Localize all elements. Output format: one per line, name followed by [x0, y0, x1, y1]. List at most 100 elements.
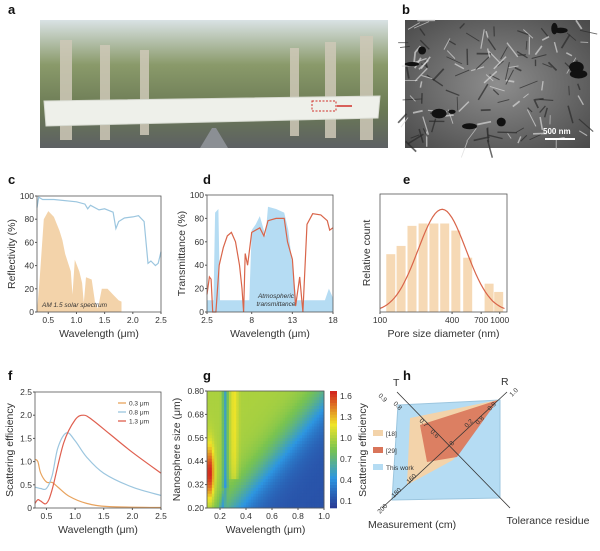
- heatmap-cell: [212, 499, 215, 502]
- heatmap-cell: [278, 414, 281, 417]
- heatmap-cell: [224, 397, 227, 400]
- heatmap-cell: [275, 429, 278, 432]
- heatmap-cell: [229, 400, 232, 403]
- heatmap-cell: [234, 464, 237, 467]
- heatmap-cell: [283, 394, 286, 397]
- heatmap-cell: [224, 438, 227, 441]
- heatmap-cell: [300, 406, 303, 409]
- heatmap-cell: [314, 400, 317, 403]
- heatmap-cell: [244, 447, 247, 450]
- heatmap-cell: [231, 455, 234, 458]
- heatmap-cell: [244, 473, 247, 476]
- heatmap-cell: [241, 435, 244, 438]
- colorbar-step: [330, 499, 337, 502]
- heatmap-cell: [217, 496, 220, 499]
- heatmap-cell: [266, 496, 269, 499]
- heatmap-cell: [319, 417, 322, 420]
- heatmap-cell: [241, 482, 244, 485]
- heatmap-cell: [227, 414, 230, 417]
- heatmap-cell: [222, 397, 225, 400]
- heatmap-cell: [270, 496, 273, 499]
- heatmap-cell: [219, 411, 222, 414]
- heatmap-cell: [209, 452, 212, 455]
- heatmap-cell: [314, 496, 317, 499]
- heatmap-cell: [309, 426, 312, 429]
- heatmap-cell: [239, 447, 242, 450]
- heatmap-cell: [280, 432, 283, 435]
- heatmap-cell: [302, 394, 305, 397]
- heatmap-cell: [217, 502, 220, 505]
- heatmap-cell: [278, 502, 281, 505]
- heatmap-cell: [270, 409, 273, 412]
- heatmap-cell: [297, 467, 300, 470]
- heatmap-cell: [239, 391, 242, 394]
- heatmap-cell: [305, 490, 308, 493]
- heatmap-cell: [258, 441, 261, 444]
- heatmap-cell: [229, 417, 232, 420]
- heatmap-cell: [261, 435, 264, 438]
- heatmap-cell: [209, 441, 212, 444]
- heatmap-cell: [287, 432, 290, 435]
- heatmap-cell: [266, 444, 269, 447]
- heatmap-cell: [319, 400, 322, 403]
- heatmap-cell: [261, 458, 264, 461]
- heatmap-cell: [241, 447, 244, 450]
- heatmap-cell: [314, 488, 317, 491]
- heatmap-cell: [307, 406, 310, 409]
- heatmap-cell: [295, 397, 298, 400]
- heatmap-cell: [209, 406, 212, 409]
- heatmap-cell: [287, 476, 290, 479]
- heatmap-cell: [275, 426, 278, 429]
- heatmap-cell: [278, 496, 281, 499]
- heatmap-cell: [268, 493, 271, 496]
- histogram-bar: [451, 231, 460, 312]
- heatmap-cell: [241, 414, 244, 417]
- heatmap-cell: [222, 482, 225, 485]
- heatmap-cell: [224, 452, 227, 455]
- heatmap-cell: [239, 420, 242, 423]
- heatmap-cell: [317, 432, 320, 435]
- heatmap-cell: [283, 488, 286, 491]
- heatmap-cell: [283, 490, 286, 493]
- heatmap-cell: [246, 432, 249, 435]
- heatmap-cell: [217, 452, 220, 455]
- heatmap-cell: [287, 417, 290, 420]
- heatmap-cell: [231, 438, 234, 441]
- histogram-bar: [440, 224, 449, 313]
- heatmap-cell: [263, 499, 266, 502]
- heatmap-cell: [302, 438, 305, 441]
- heatmap-cell: [241, 420, 244, 423]
- heatmap-cell: [314, 461, 317, 464]
- x-tick-label: 2.0: [127, 315, 139, 325]
- colorbar-step: [330, 435, 337, 438]
- heatmap-cell: [256, 452, 259, 455]
- heatmap-cell: [214, 394, 217, 397]
- heatmap-cell: [300, 461, 303, 464]
- heatmap-cell: [309, 452, 312, 455]
- heatmap-cell: [224, 493, 227, 496]
- heatmap-cell: [219, 426, 222, 429]
- heatmap-cell: [241, 444, 244, 447]
- heatmap-cell: [295, 502, 298, 505]
- heatmap-cell: [261, 496, 264, 499]
- heatmap-cell: [285, 450, 288, 453]
- heatmap-cell: [258, 447, 261, 450]
- heatmap-cell: [214, 417, 217, 420]
- heatmap-cell: [251, 411, 254, 414]
- heatmap-cell: [212, 414, 215, 417]
- heatmap-cell: [287, 435, 290, 438]
- heatmap-cell: [241, 476, 244, 479]
- heatmap-cell: [268, 488, 271, 491]
- heatmap-cell: [258, 432, 261, 435]
- heatmap-cell: [309, 499, 312, 502]
- heatmap-cell: [207, 411, 210, 414]
- heatmap-cell: [229, 455, 232, 458]
- heatmap-cell: [248, 391, 251, 394]
- heatmap-cell: [224, 409, 227, 412]
- heatmap-cell: [246, 467, 249, 470]
- heatmap-cell: [244, 403, 247, 406]
- heatmap-cell: [312, 432, 315, 435]
- heatmap-cell: [275, 464, 278, 467]
- y-tick-label: 0.32: [187, 480, 204, 490]
- heatmap-cell: [270, 417, 273, 420]
